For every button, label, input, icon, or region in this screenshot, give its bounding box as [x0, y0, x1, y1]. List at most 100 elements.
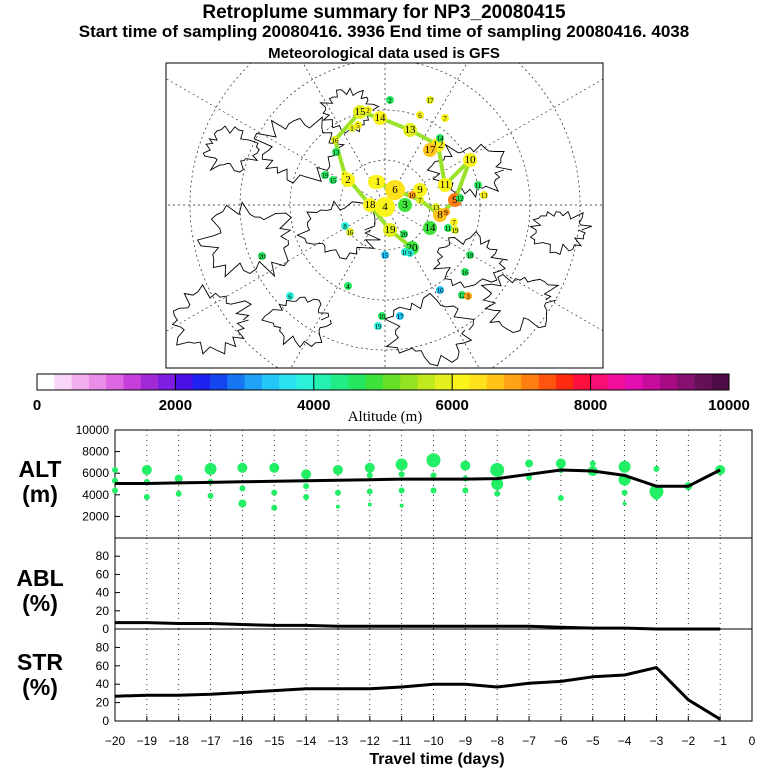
altitude-dot: [303, 493, 310, 500]
plume-marker-label: 17: [397, 313, 405, 321]
plume-marker-label: 1: [350, 125, 354, 133]
polar-map: 2019181716151413121110987654321717910131…: [165, 62, 604, 369]
x-tick-label: −12: [360, 734, 381, 748]
plume-marker-label: 15: [382, 252, 390, 260]
x-tick-label: −19: [137, 734, 158, 748]
altitude-dot: [652, 491, 661, 500]
altitude-dot: [398, 487, 405, 494]
altitude-dot: [621, 489, 628, 496]
str-panel-label: STR (%): [17, 649, 63, 700]
altitude-dot: [141, 464, 152, 475]
plume-marker-label: 18: [365, 199, 377, 211]
plume-marker: [332, 148, 340, 156]
plume-marker-label: 2: [366, 107, 370, 115]
colorbar-cell: [175, 374, 194, 390]
plume-marker: [374, 322, 382, 330]
y-tick-label: 40: [96, 586, 110, 600]
plume-marker-label: 8: [437, 209, 443, 221]
plume-marker-label: 9: [444, 209, 448, 217]
x-tick-label: −8: [490, 734, 504, 748]
plume-marker-label: 11: [445, 225, 452, 233]
coastline: [480, 273, 560, 333]
plume-marker: [286, 292, 294, 300]
x-tick-label: −11: [392, 734, 412, 748]
plume-marker-label: 7: [418, 197, 422, 205]
y-tick-label: 40: [96, 677, 110, 691]
plume-marker-label: 10: [409, 192, 417, 200]
altitude-dot: [430, 472, 437, 479]
meteorological-data-line: Meteorological data used is GFS: [268, 45, 500, 62]
map-plume-markers: 2019181716151413121110987654321717910131…: [258, 96, 488, 331]
colorbar-cell: [192, 374, 211, 390]
plume-marker-label: 16: [462, 269, 470, 277]
plume-marker-label: 6: [392, 184, 398, 196]
colorbar-cell: [677, 374, 695, 390]
colorbar-frame: [36, 373, 730, 391]
coastline: [253, 116, 346, 184]
colorbar-cell: [106, 374, 124, 390]
plume-marker-label: 2: [388, 97, 392, 105]
map-coastlines: [171, 87, 592, 367]
plume-marker-label: 3: [466, 293, 470, 301]
plume-marker: [331, 136, 339, 144]
plume-marker-label: 5: [356, 122, 360, 130]
colorbar-cell: [279, 374, 297, 390]
x-tick-label: −1: [713, 734, 727, 748]
plume-marker: [463, 153, 477, 167]
altitude-dot: [334, 489, 341, 496]
plume-marker-label: 20: [401, 231, 409, 239]
plume-marker-label: 18: [467, 252, 475, 260]
y-tick-label: 6000: [82, 466, 109, 480]
altitude-colorbar: 0 2000 4000 6000 8000 10000 Altitude (m): [33, 373, 750, 425]
x-tick-label: −6: [554, 734, 568, 748]
altitude-dot: [494, 490, 501, 497]
plume-marker-label: 15: [330, 177, 338, 185]
plume-marker: [456, 194, 464, 202]
plume-marker-label: 10: [379, 313, 387, 321]
plume-marker: [466, 251, 474, 259]
colorbar-cell: [365, 374, 384, 390]
plume-marker: [348, 124, 356, 132]
altitude-dot: [239, 485, 246, 492]
y-tick-label: 80: [96, 549, 110, 563]
plume-marker: [438, 178, 452, 192]
x-tick-label: −20: [105, 734, 126, 748]
altitude-dot: [525, 459, 534, 468]
x-tick-label: −18: [169, 734, 190, 748]
altitude-dot: [555, 458, 566, 469]
plume-marker-label: 10: [465, 154, 477, 166]
plume-marker: [416, 196, 424, 204]
altitude-dot: [238, 499, 247, 508]
colorbar-cell: [711, 374, 730, 390]
plume-marker-label: 13: [333, 149, 341, 157]
colorbar-cell: [642, 374, 661, 390]
altitude-dot: [332, 464, 343, 475]
colorbar-cell: [383, 374, 401, 390]
colorbar-cell: [37, 374, 55, 390]
x-tick-label: −3: [650, 734, 664, 748]
plume-marker-label: 6: [418, 112, 422, 120]
plume-marker: [464, 292, 472, 300]
colorbar-label: Altitude (m): [348, 409, 423, 425]
plume-marker: [408, 191, 416, 199]
colorbar-cell: [625, 374, 643, 390]
series-line: [115, 468, 721, 488]
colorbar-cell: [417, 374, 436, 390]
x-tick-label: −14: [296, 734, 317, 748]
plume-marker: [353, 105, 367, 119]
sampling-time-line: Start time of sampling 20080416. 3936 En…: [78, 22, 690, 41]
colorbar-tick-label: 8000: [574, 397, 607, 414]
colorbar-cell: [140, 374, 159, 390]
panel-str: 0 20 40 60 80: [96, 628, 753, 728]
colorbar-cell: [469, 374, 488, 390]
colorbar-cell: [504, 374, 522, 390]
plume-marker-label: 19: [375, 323, 383, 331]
plume-marker-label: 6: [288, 293, 292, 301]
altitude-dot: [366, 488, 373, 495]
plume-marker-label: 9: [452, 194, 458, 206]
y-tick-label: 80: [96, 640, 110, 654]
plume-marker-label: 4: [382, 201, 388, 213]
altitude-dot: [395, 458, 408, 471]
colorbar-cell: [123, 374, 142, 390]
meridian-line: [384, 204, 480, 368]
